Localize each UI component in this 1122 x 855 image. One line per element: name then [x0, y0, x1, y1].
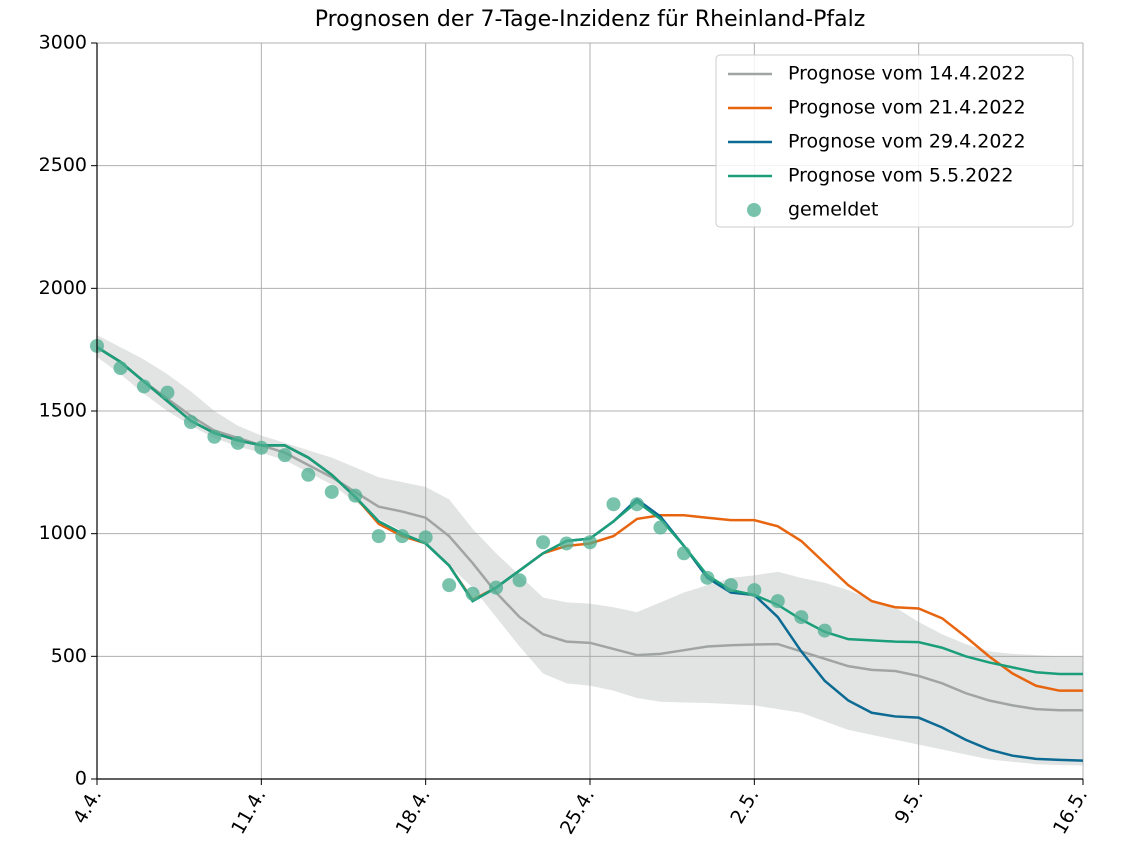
x-tick-label: 9.5. [891, 785, 928, 827]
x-tick-label: 18.4. [392, 785, 435, 838]
data-point [301, 467, 316, 482]
data-point [324, 484, 339, 499]
data-point [747, 583, 762, 598]
data-point [442, 578, 457, 593]
x-tick-label: 11.4. [227, 785, 270, 838]
x-tick-label: 2.5. [726, 785, 763, 827]
y-tick-label: 1500 [39, 400, 87, 422]
data-point [418, 530, 433, 545]
legend-box [715, 54, 1074, 228]
data-point [794, 610, 809, 625]
legend-label: Prognose vom 5.5.2022 [788, 165, 1014, 187]
data-point [348, 488, 363, 503]
legend-label: Prognose vom 29.4.2022 [788, 131, 1026, 153]
data-point [465, 586, 480, 601]
data-point [371, 529, 386, 544]
data-point [136, 379, 151, 394]
x-tick-label: 25.4. [556, 785, 599, 838]
y-tick-label: 1000 [39, 522, 87, 544]
data-point [207, 429, 222, 444]
data-point [395, 529, 410, 544]
legend-label: Prognose vom 21.4.2022 [788, 97, 1026, 119]
data-point [183, 415, 198, 430]
data-point [536, 535, 551, 550]
data-point [113, 361, 128, 376]
y-tick-label: 3000 [39, 32, 87, 54]
y-tick-label: 500 [51, 645, 87, 667]
data-point [230, 435, 245, 450]
data-point [277, 448, 292, 463]
data-point [723, 578, 738, 593]
legend-label: gemeldet [788, 199, 878, 221]
x-tick-label: 4.4. [69, 785, 106, 827]
data-point [512, 573, 527, 588]
x-tick-label: 16.5. [1049, 785, 1092, 838]
data-point [770, 594, 785, 609]
confidence-band [97, 334, 1083, 766]
y-tick-label: 2500 [39, 154, 87, 176]
data-point [583, 535, 597, 550]
legend-label: Prognose vom 14.4.2022 [788, 63, 1026, 85]
data-point [606, 497, 621, 512]
data-point [160, 385, 175, 400]
data-point [653, 520, 668, 535]
chart-title: Prognosen der 7-Tage-Inzidenz für Rheinl… [315, 7, 866, 32]
data-point [817, 623, 832, 638]
data-point [700, 570, 715, 585]
data-point [489, 580, 504, 595]
y-tick-label: 2000 [39, 277, 87, 299]
legend-marker [747, 203, 761, 217]
data-point [559, 536, 574, 551]
data-point [676, 546, 691, 561]
data-point [254, 440, 269, 455]
y-tick-label: 0 [75, 768, 87, 790]
data-point [629, 497, 644, 512]
